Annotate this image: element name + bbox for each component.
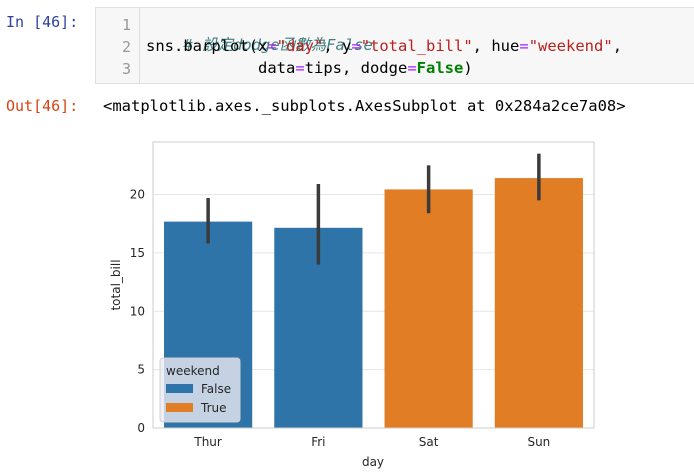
code-operator: = xyxy=(351,37,361,55)
line-number: 3 xyxy=(121,60,131,78)
x-tick-label: Thur xyxy=(193,435,222,449)
legend-swatch-true xyxy=(166,403,193,412)
bar-sat xyxy=(384,189,473,428)
legend-label-true: True xyxy=(200,401,227,415)
error-bars xyxy=(206,153,541,265)
code-token: sns.barplot(x xyxy=(146,37,268,55)
code-operator: = xyxy=(519,37,529,55)
code-token: ) xyxy=(463,59,473,77)
input-prompt: In [46]: xyxy=(6,13,79,31)
y-axis-label: total_bill xyxy=(109,259,123,310)
code-line-3: data=tips, dodge=False) xyxy=(146,59,473,77)
x-axis-label: day xyxy=(362,455,384,469)
code-operator: = xyxy=(295,59,305,77)
code-line-1: # 設定dodge函數為False xyxy=(146,15,373,73)
x-tick-label: Sat xyxy=(419,435,439,449)
line-number: 1 xyxy=(121,16,131,34)
line-number-gutter: 1 2 3 xyxy=(96,8,140,83)
x-tick-labels: Thur Fri Sat Sun xyxy=(193,435,550,449)
output-repr: <matplotlib.axes._subplots.AxesSubplot a… xyxy=(103,97,626,115)
x-tick-label: Sun xyxy=(527,435,550,449)
legend-label-false: False xyxy=(201,382,231,396)
legend-swatch-false xyxy=(166,384,193,393)
code-token: , xyxy=(612,37,623,55)
code-line-2: sns.barplot(x="day", y="total_bill", hue… xyxy=(146,37,622,55)
bar-sun xyxy=(494,178,583,428)
y-tick-label: 20 xyxy=(130,188,145,202)
output-prompt: Out[46]: xyxy=(6,97,79,115)
code-cell-editor[interactable]: 1 2 3 # 設定dodge函數為False sns.barplot(x="d… xyxy=(95,7,694,84)
y-tick-label: 0 xyxy=(137,421,145,435)
y-tick-label: 5 xyxy=(137,363,145,377)
code-comment: # 設定dodge函數為False xyxy=(183,36,373,54)
code-string: "weekend" xyxy=(528,37,613,55)
legend: weekend False True xyxy=(159,357,241,423)
x-tick-label: Fri xyxy=(311,435,325,449)
code-keyword: False xyxy=(416,59,464,77)
line-number: 2 xyxy=(121,38,131,56)
code-token: tips, dodge xyxy=(304,59,408,77)
code-token: data xyxy=(257,59,296,77)
y-tick-labels: 0 5 10 15 20 xyxy=(130,188,145,435)
plot-frame xyxy=(152,141,595,429)
y-tick-label: 15 xyxy=(130,246,145,260)
code-string: "day" xyxy=(276,37,324,55)
code-token: , hue xyxy=(472,37,520,55)
code-token: , y xyxy=(323,37,352,55)
code-operator: = xyxy=(267,37,277,55)
legend-title: weekend xyxy=(166,364,220,378)
code-operator: = xyxy=(407,59,417,77)
y-tick-label: 10 xyxy=(130,304,145,318)
code-string: "total_bill" xyxy=(360,37,473,55)
